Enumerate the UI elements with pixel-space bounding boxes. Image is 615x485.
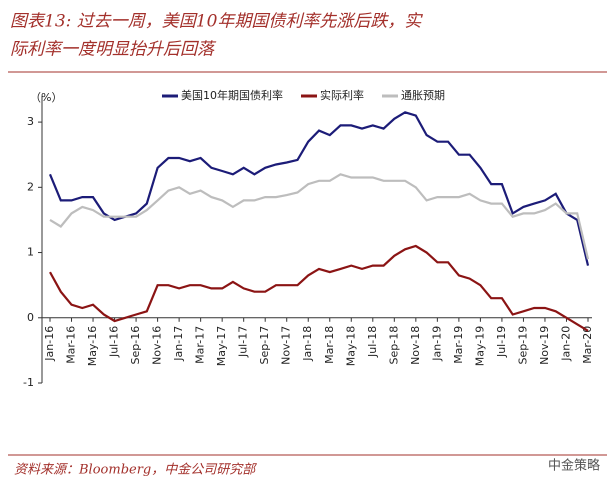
x-tick-label: Sep-17 [258,326,271,365]
chart-title: 图表13: 过去一周，美国10年期国债利率先涨后跌，实 [10,12,423,32]
x-tick-label: Jul-19 [495,326,508,358]
legend-label: 美国10年期国债利率 [181,88,283,102]
y-tick-label: 2 [27,180,34,193]
x-tick-label: Jan-20 [559,326,572,362]
series-line [48,111,590,266]
x-tick-label: Jan-17 [172,326,185,362]
y-tick-label: 3 [27,115,34,128]
x-tick-label: Sep-19 [516,326,529,365]
x-tick-label: Jul-17 [237,326,250,358]
x-tick-label: Sep-16 [129,326,142,365]
x-tick-label: Nov-16 [151,326,164,365]
x-tick-label: Sep-18 [387,326,400,365]
x-tick-label: Mar-18 [323,326,336,364]
x-tick-label: Nov-17 [280,326,293,365]
x-tick-label: Jul-18 [366,326,379,358]
chart-title: 际利率一度明显抬升后回落 [10,40,217,60]
x-tick-label: May-18 [344,326,357,367]
y-tick-label: 1 [27,246,34,259]
y-unit-label: （%） [30,91,62,104]
x-tick-label: Jan-16 [43,326,56,362]
x-tick-label: Nov-19 [538,326,551,365]
x-tick-label: Mar-20 [581,326,594,364]
x-tick-label: Jan-19 [430,326,443,362]
series-line [49,244,589,332]
x-tick-label: Jul-16 [108,326,121,358]
x-tick-label: Mar-17 [194,326,207,364]
x-tick-label: May-19 [473,326,486,367]
x-tick-label: May-17 [215,326,228,367]
legend-label: 实际利率 [320,88,364,102]
x-tick-label: May-16 [86,326,99,367]
series-line [49,173,590,260]
watermark: 中金策略 [548,458,600,474]
y-tick-label: -1 [23,376,34,389]
legend-label: 通胀预期 [401,89,445,102]
y-tick-label: 0 [27,311,34,324]
x-tick-label: Mar-19 [452,326,465,364]
source: 资料来源：Bloomberg，中金公司研究部 [14,462,257,478]
x-tick-label: Jan-18 [301,326,314,362]
x-tick-label: Mar-16 [65,326,78,364]
x-tick-label: Nov-18 [409,326,422,365]
